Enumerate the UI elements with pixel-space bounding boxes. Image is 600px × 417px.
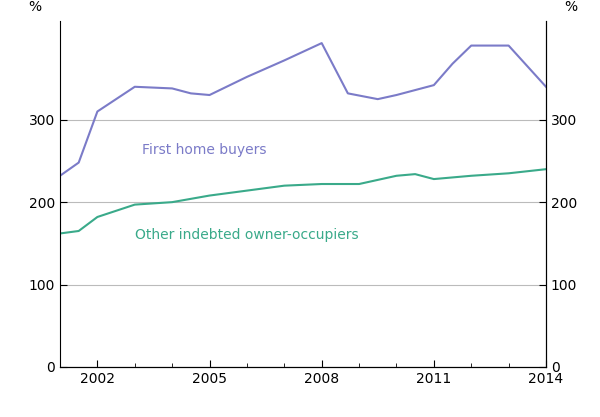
- Text: %: %: [565, 0, 578, 14]
- Text: Other indebted owner-occupiers: Other indebted owner-occupiers: [135, 228, 358, 242]
- Text: First home buyers: First home buyers: [142, 143, 267, 157]
- Text: %: %: [28, 0, 41, 14]
